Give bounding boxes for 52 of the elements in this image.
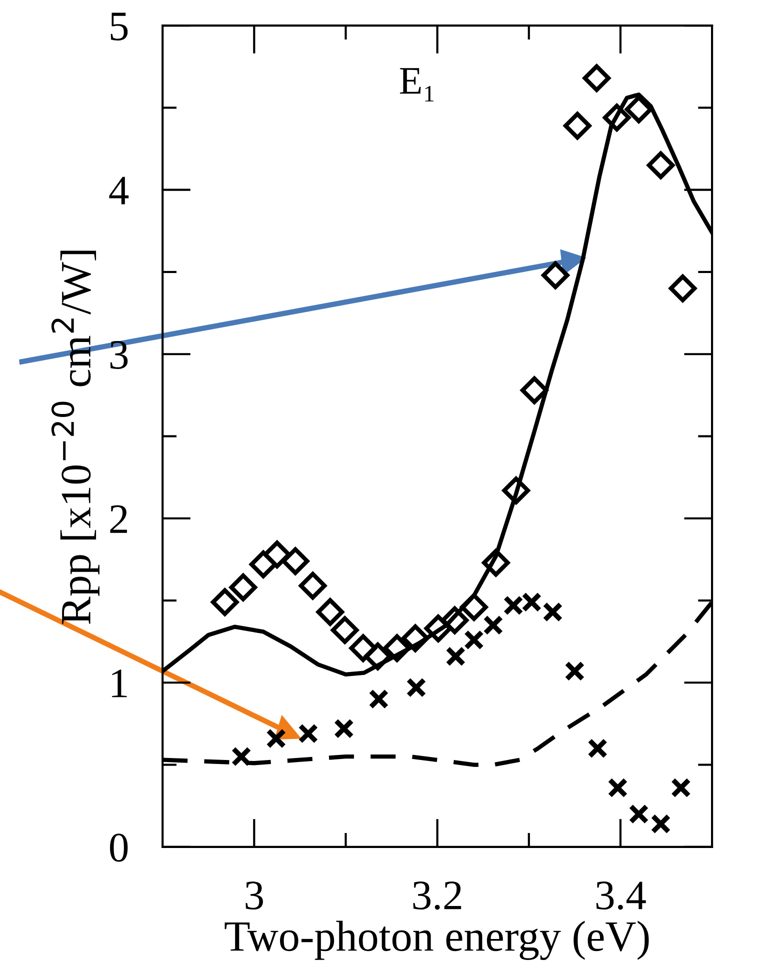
point (316, 598, 344, 626)
annotation: E₁ (400, 68, 434, 102)
point (464, 630, 484, 650)
point (542, 602, 563, 622)
y-tick-label: 3 (110, 340, 128, 369)
point (624, 95, 653, 124)
x-axis-title: Two-photon energy (eV) (224, 920, 649, 960)
y-tick-label: 0 (110, 834, 128, 862)
x-tick-label: 3 (246, 882, 263, 910)
point (602, 104, 631, 132)
point (249, 550, 278, 578)
point (520, 376, 548, 404)
y-axis-title: Rpp [x10$^{−20}$ cm$^{2}$/W] (51, 250, 100, 624)
point (650, 814, 671, 834)
point (210, 588, 239, 616)
x-tick-label: 3.4 (596, 882, 646, 910)
point (502, 476, 530, 504)
point (483, 615, 504, 636)
point (330, 616, 359, 644)
point (628, 804, 649, 824)
point (383, 634, 411, 662)
point (564, 661, 585, 682)
point (440, 606, 469, 634)
point (460, 593, 488, 621)
y-tick-label: 2 (110, 505, 127, 533)
point (349, 634, 378, 662)
point (231, 746, 252, 767)
y-tick-label: 4 (109, 176, 129, 204)
point (668, 274, 697, 302)
point (482, 548, 510, 577)
point (229, 574, 258, 602)
point (582, 64, 611, 92)
point (401, 624, 430, 652)
point (542, 261, 570, 290)
point (424, 614, 452, 642)
point (608, 778, 628, 798)
point (588, 738, 608, 758)
y-tick-label: 1 (112, 670, 127, 698)
point (446, 646, 466, 666)
point (646, 151, 675, 180)
point (670, 778, 691, 798)
point (298, 572, 327, 600)
point (266, 728, 286, 749)
point (406, 678, 426, 698)
point (263, 540, 291, 568)
point (334, 718, 354, 739)
point (368, 689, 389, 710)
point (298, 723, 318, 744)
y-tick-label: 5 (110, 12, 128, 40)
x-tick-label: 3.2 (413, 882, 462, 910)
point (564, 112, 592, 140)
point (282, 547, 310, 575)
